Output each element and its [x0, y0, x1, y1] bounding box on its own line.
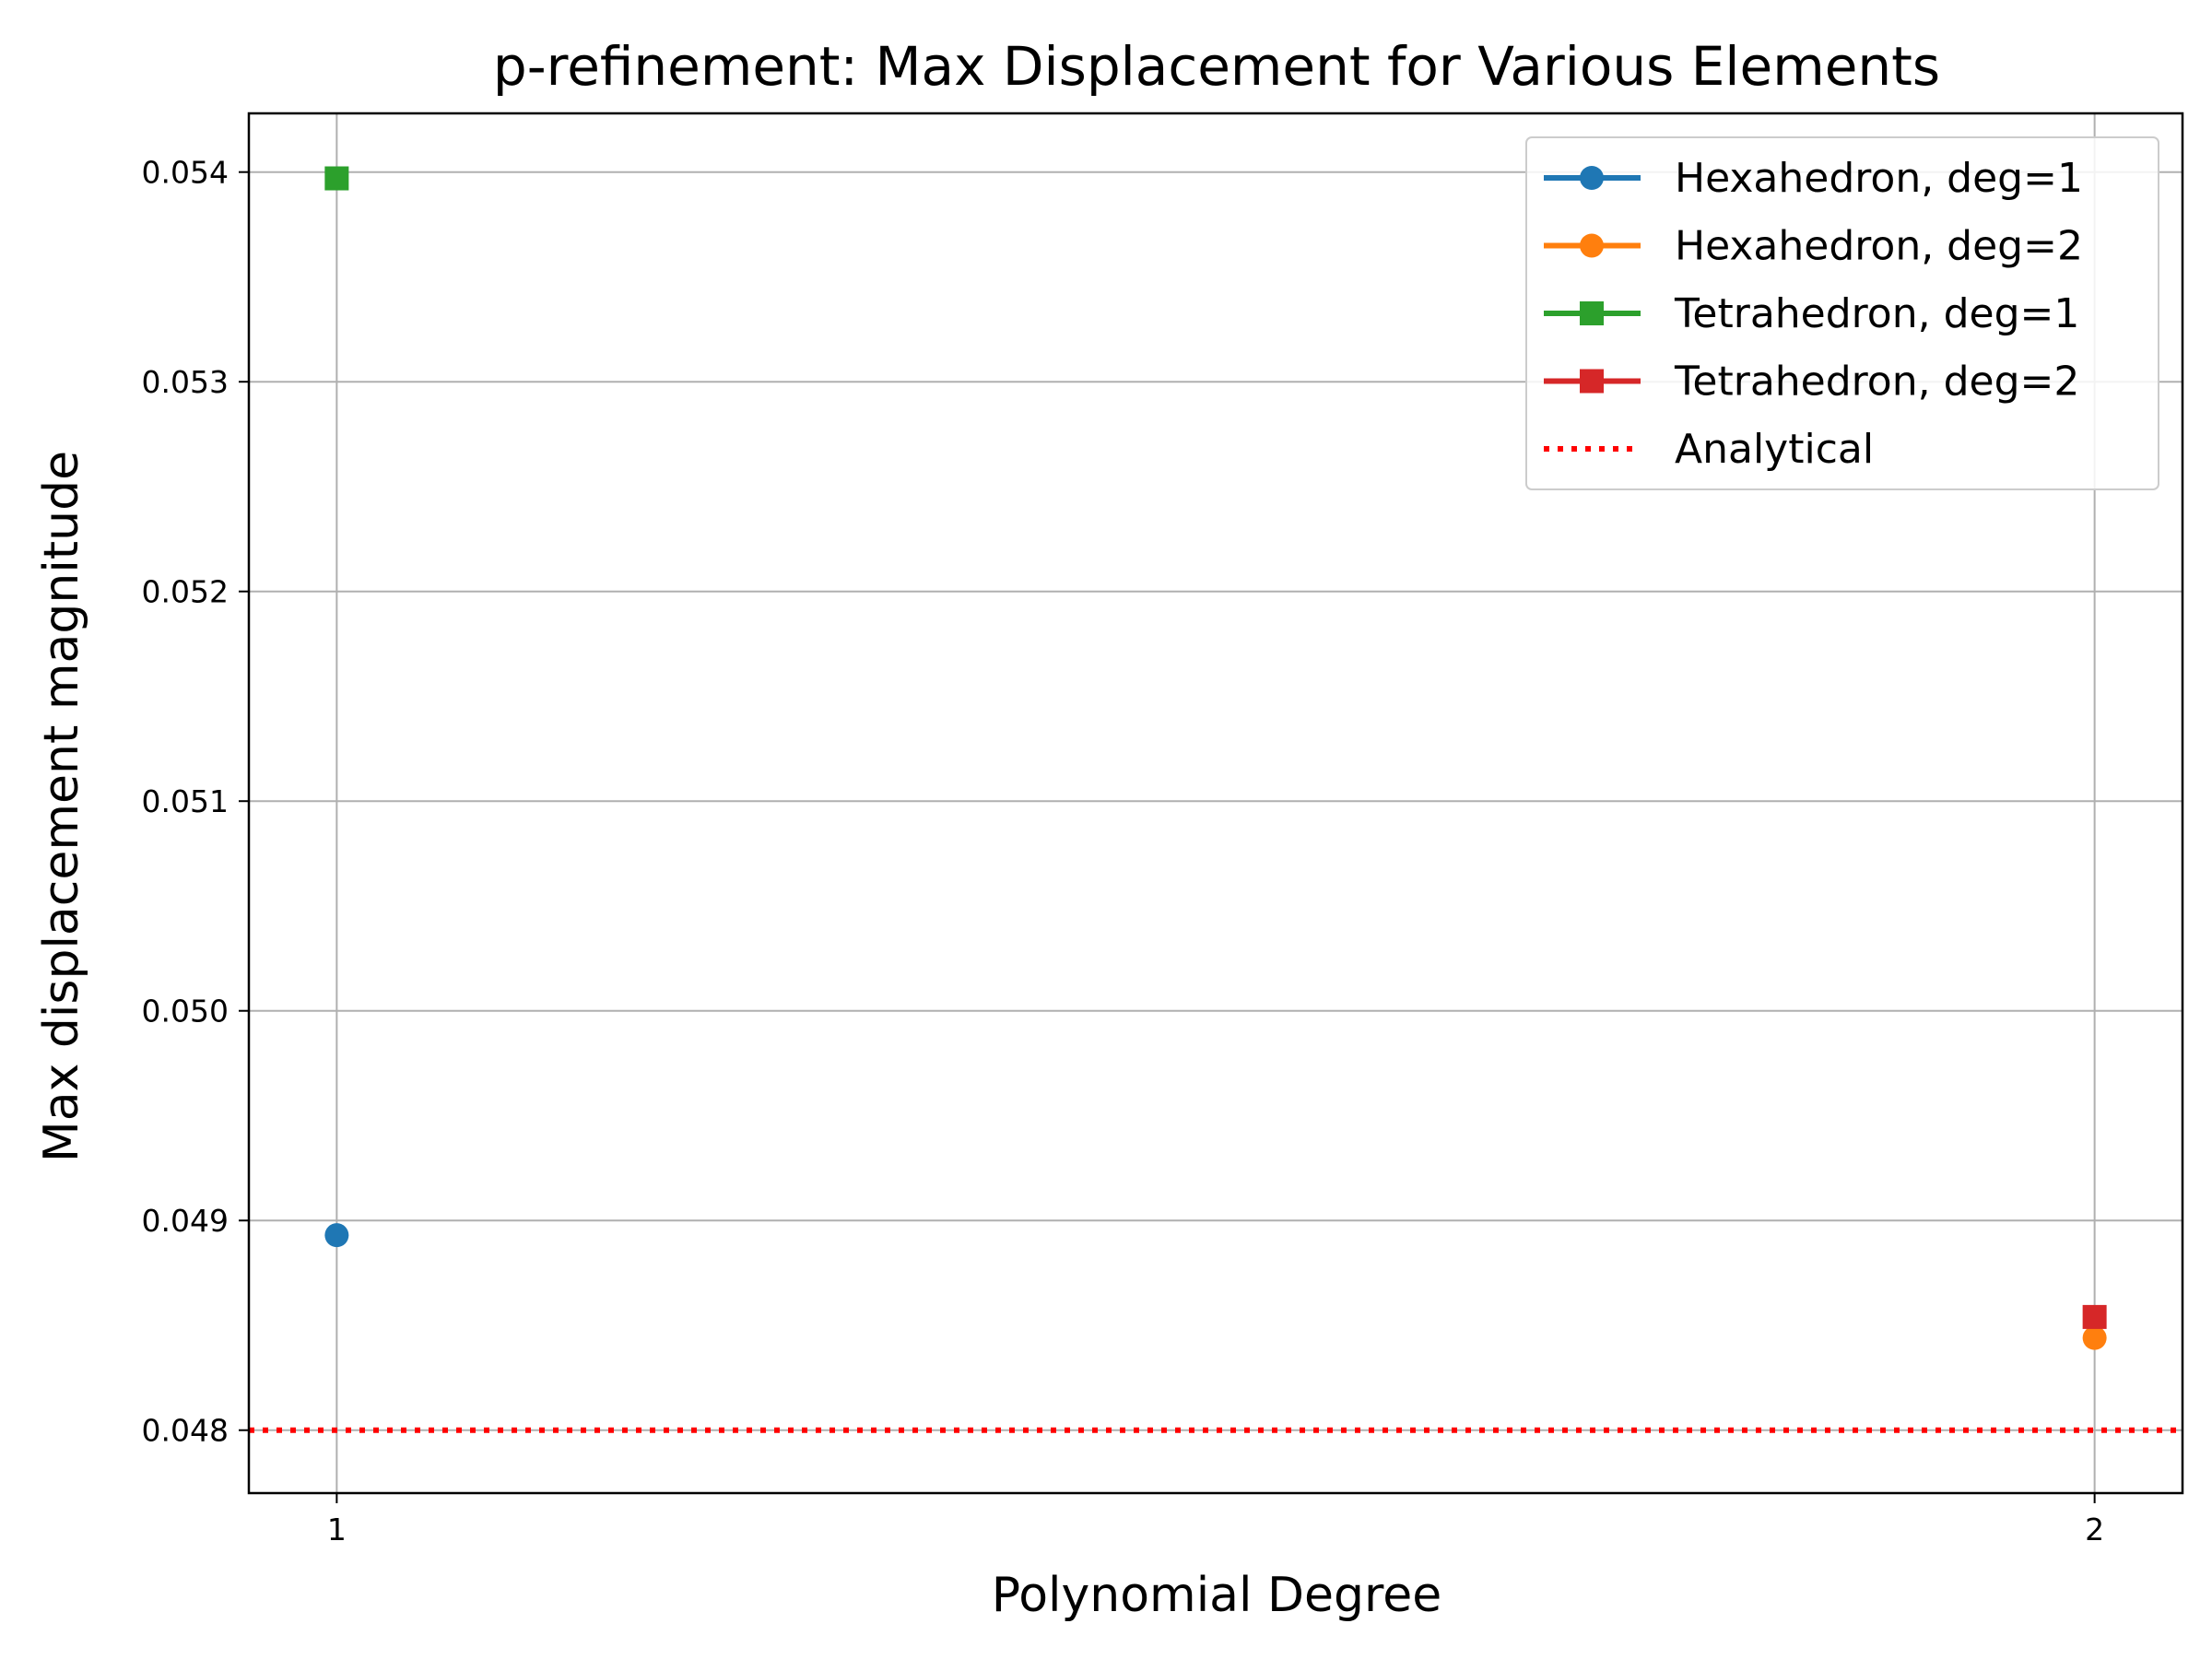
axes: 0.048 0.049 0.050 0.051 0.052 0.053 0.054 1 2: [142, 112, 2184, 1547]
legend-entry: Tetrahedron, deg=1: [1544, 290, 2079, 337]
legend-entry: Hexahedron, deg=2: [1544, 223, 2083, 270]
legend-label: Tetrahedron, deg=2: [1674, 359, 2079, 406]
y-axis-label: Max displacement magnitude: [34, 451, 89, 1162]
legend-marker: [1580, 166, 1604, 190]
x-tick-label: 2: [2085, 1512, 2104, 1547]
legend: Hexahedron, deg=1 Hexahedron, deg=2 Tetrah…: [1525, 136, 2159, 490]
legend-entry: Analytical: [1544, 426, 1874, 473]
y-tick-label: 0.052: [142, 574, 229, 610]
legend-entry: Hexahedron, deg=1: [1544, 155, 2083, 202]
legend-entry: Tetrahedron, deg=2: [1544, 359, 2079, 406]
data-point-2-0: [324, 166, 349, 191]
legend-marker: [1580, 369, 1604, 394]
chart-title: p-refinement: Max Displacement for Vario…: [493, 35, 1940, 98]
data-point-1-0: [2082, 1325, 2107, 1350]
y-tick-label: 0.048: [142, 1413, 229, 1449]
grid: [249, 113, 2183, 1493]
legend-marker: [1580, 233, 1604, 258]
x-tick-label: 1: [327, 1512, 347, 1547]
legend-label: Analytical: [1675, 426, 1874, 473]
plot-frame: [247, 112, 2184, 1495]
y-tick-label: 0.051: [142, 783, 229, 819]
y-tick-label: 0.053: [142, 364, 229, 400]
y-tick-label: 0.054: [142, 155, 229, 191]
data-point-3-0: [2082, 1304, 2107, 1329]
data-marks: [324, 166, 2107, 1350]
legend-box: [1525, 136, 2159, 490]
legend-marker: [1580, 301, 1604, 325]
x-axis-label: Polynomial Degree: [992, 1568, 1442, 1623]
legend-label: Hexahedron, deg=2: [1675, 223, 2083, 270]
legend-label: Hexahedron, deg=1: [1675, 155, 2083, 202]
y-tick-label: 0.050: [142, 994, 229, 1030]
data-point-0-0: [324, 1223, 349, 1248]
y-tick-label: 0.049: [142, 1203, 229, 1239]
legend-label: Tetrahedron, deg=1: [1674, 290, 2079, 337]
